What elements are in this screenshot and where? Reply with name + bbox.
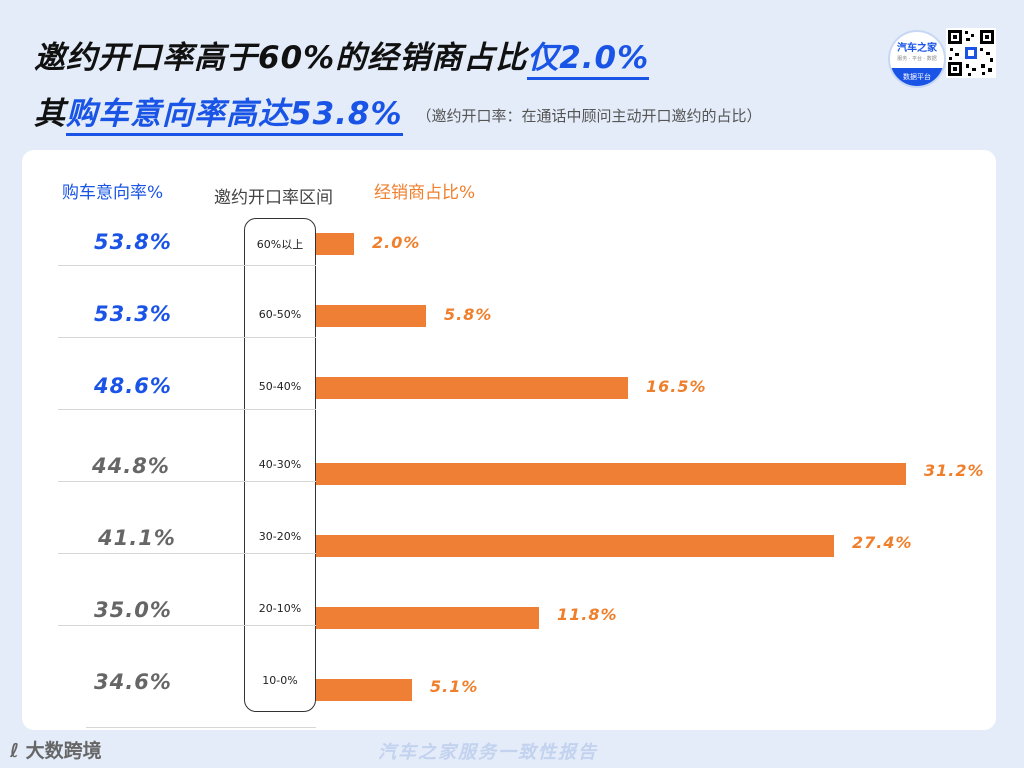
row-divider: [58, 553, 316, 554]
purchase-intent-value: 34.6%: [94, 670, 172, 694]
definition-note: （邀约开口率：在通话中顾问主动开口邀约的占比）: [416, 107, 762, 125]
subtitle-highlight: 购车意向率高达53.8%: [66, 96, 403, 136]
dealer-share-label: 16.5%: [646, 377, 707, 396]
range-label: 10-0%: [262, 674, 298, 687]
title-main: 邀约开口率高于60%的经销商占比: [34, 40, 528, 76]
dealer-share-label: 5.8%: [444, 305, 493, 324]
chart-panel: [22, 150, 996, 730]
range-column-frame: [244, 218, 316, 712]
purchase-intent-value: 35.0%: [94, 598, 172, 622]
dealer-share-bar: [316, 233, 354, 255]
purchase-intent-value: 41.1%: [98, 526, 176, 550]
dealer-share-bar: [316, 377, 628, 399]
dealer-share-bar: [316, 535, 834, 557]
logo-platform: 数据平台: [890, 68, 944, 86]
dealer-share-bar: [316, 679, 412, 701]
column-header-purchase-intent: 购车意向率%: [62, 183, 164, 203]
range-label: 30-20%: [258, 530, 302, 543]
page-title: 邀约开口率高于60%的经销商占比仅2.0%: [34, 32, 650, 80]
page-subtitle: 其购车意向率高达53.8% （邀约开口率：在通话中顾问主动开口邀约的占比）: [34, 88, 762, 136]
footer-brand-name: 大数跨境: [25, 740, 102, 762]
purchase-intent-value: 48.6%: [94, 374, 172, 398]
dealer-share-bar: [316, 305, 426, 327]
logo-name: 汽车之家: [897, 43, 937, 54]
row-divider: [58, 265, 316, 266]
dealer-share-bar: [316, 607, 539, 629]
purchase-intent-value: 44.8%: [92, 454, 170, 478]
purchase-intent-value: 53.3%: [94, 302, 172, 326]
dealer-share-label: 11.8%: [557, 605, 618, 624]
dealer-share-label: 5.1%: [430, 677, 479, 696]
title-highlight: 仅2.0%: [527, 40, 650, 80]
purchase-intent-value: 53.8%: [94, 230, 172, 254]
row-divider: [86, 727, 316, 728]
range-label: 50-40%: [258, 380, 302, 393]
logo-tagline: 服务 · 平台 · 数据: [897, 56, 937, 62]
range-label: 60-50%: [258, 308, 302, 321]
row-divider: [58, 409, 316, 410]
row-divider: [58, 481, 316, 482]
footer-report-title: 汽车之家服务一致性报告: [378, 742, 598, 763]
range-label: 40-30%: [258, 458, 302, 471]
autohome-logo: 汽车之家 服务 · 平台 · 数据 数据平台: [888, 30, 946, 88]
range-label: 60%以上: [256, 238, 304, 251]
footer-logo: ℓ 大数跨境: [10, 736, 102, 763]
qr-code[interactable]: [946, 28, 996, 78]
dealer-share-label: 31.2%: [924, 461, 985, 480]
footer-brand-icon: ℓ: [10, 740, 19, 762]
column-header-dealer-share: 经销商占比%: [374, 183, 476, 203]
row-divider: [58, 625, 316, 626]
dealer-share-bar: [316, 463, 906, 485]
subtitle-prefix: 其: [34, 96, 66, 132]
column-header-invite-range: 邀约开口率区间: [214, 188, 333, 208]
range-label: 20-10%: [258, 602, 302, 615]
dealer-share-label: 2.0%: [372, 233, 421, 252]
dealer-share-label: 27.4%: [852, 533, 913, 552]
row-divider: [58, 337, 316, 338]
